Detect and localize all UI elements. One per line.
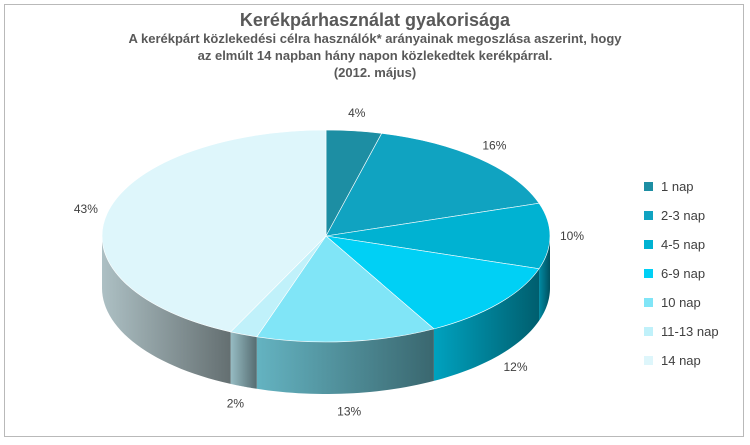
- legend-swatch-7: [644, 356, 653, 365]
- legend-swatch-5: [644, 298, 653, 307]
- legend-item-4: 6-9 nap: [644, 259, 719, 288]
- legend-label-6: 11-13 nap: [661, 324, 719, 339]
- pie-side-3: [539, 236, 550, 321]
- chart-header: Kerékpárhasználat gyakorisága A kerékpár…: [0, 10, 750, 81]
- data-label-3: 10%: [560, 229, 584, 243]
- pie-side-4: [433, 268, 540, 381]
- pie-slice-3: [325, 202, 551, 270]
- legend-item-1: 1 nap: [644, 172, 719, 201]
- chart-title: Kerékpárhasználat gyakorisága: [239, 10, 511, 30]
- pie-slices: [101, 129, 551, 343]
- pie-slice-5: [256, 235, 435, 343]
- legend-swatch-6: [644, 327, 653, 336]
- pie-side-6: [230, 331, 257, 389]
- legend-swatch-4: [644, 269, 653, 278]
- legend-item-5: 10 nap: [644, 288, 719, 317]
- legend-item-7: 14 nap: [644, 346, 719, 375]
- legend-item-2: 2-3 nap: [644, 201, 719, 230]
- legend-swatch-2: [644, 211, 653, 220]
- chart-subtitle-line-1: A kerékpárt közlekedési célra használók*…: [128, 31, 622, 46]
- legend-label-1: 1 nap: [661, 179, 694, 194]
- legend: 1 nap 2-3 nap 4-5 nap 6-9 nap 10 nap 11-13 na…: [644, 172, 719, 375]
- legend-swatch-1: [644, 182, 653, 191]
- data-label-7: 43%: [74, 202, 98, 216]
- data-label-4: 12%: [503, 360, 527, 374]
- pie-slice-4: [325, 235, 540, 330]
- legend-label-5: 10 nap: [661, 295, 701, 310]
- pie-side-7: [102, 236, 231, 384]
- legend-label-4: 6-9 nap: [661, 266, 706, 281]
- legend-item-3: 4-5 nap: [644, 230, 719, 259]
- pie-slice-7: [101, 129, 327, 333]
- data-label-2: 16%: [482, 139, 506, 153]
- pie-value-labels: 4% 16% 10% 12% 13% 2% 43%: [74, 106, 584, 418]
- chart-subtitle-line-2: az elmúlt 14 napban hány napon közlekedt…: [197, 48, 553, 63]
- legend-label-3: 4-5 nap: [661, 237, 706, 252]
- legend-label-2: 2-3 nap: [661, 208, 706, 223]
- data-label-1: 4%: [348, 106, 366, 120]
- legend-label-7: 14 nap: [661, 353, 701, 368]
- data-label-6: 2%: [227, 396, 245, 410]
- data-label-5: 13%: [337, 404, 361, 418]
- pie-sides: [102, 236, 550, 394]
- legend-swatch-3: [644, 240, 653, 249]
- pie-side-5: [256, 328, 434, 394]
- legend-item-6: 11-13 nap: [644, 317, 719, 346]
- chart-subtitle-line-3: (2012. május): [333, 65, 417, 80]
- pie-slice-2: [325, 133, 540, 237]
